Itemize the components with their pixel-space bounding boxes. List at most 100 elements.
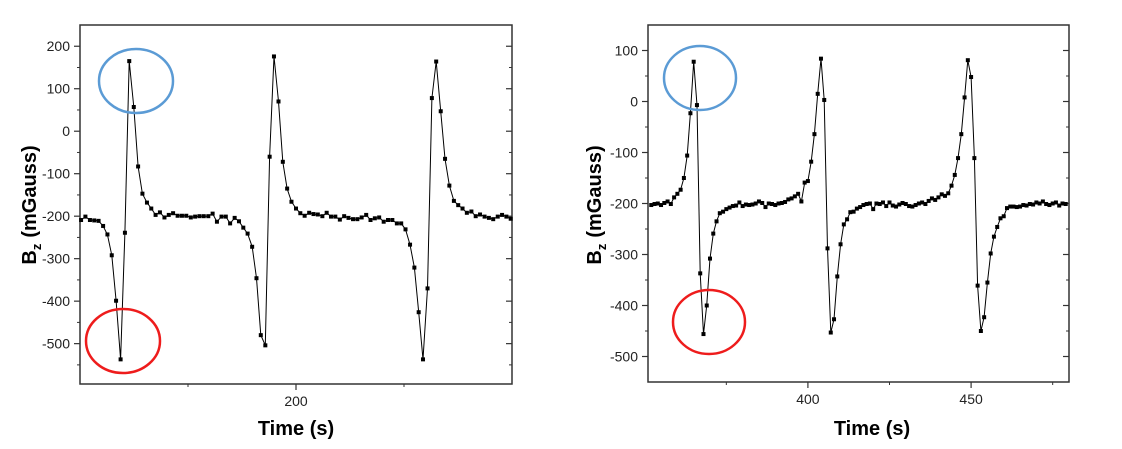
data-point: [926, 198, 931, 203]
data-point: [714, 219, 719, 224]
right-chart: Time (s) Bz (mGauss) 100 0 -100 -200 -300 -400…: [584, 24, 1070, 440]
y-tick-label: -400: [42, 293, 70, 309]
data-point: [685, 153, 690, 158]
plot-frame: [647, 24, 1070, 383]
data-point: [1034, 200, 1039, 205]
data-point: [753, 201, 758, 206]
data-point: [805, 179, 810, 184]
data-point: [473, 214, 478, 219]
data-point: [783, 199, 788, 204]
data-point: [328, 214, 333, 219]
data-point: [149, 206, 154, 211]
data-point: [451, 198, 456, 203]
y-title-main: B: [584, 250, 606, 264]
data-point: [219, 214, 224, 219]
data-point: [659, 203, 664, 208]
data-point: [416, 310, 421, 315]
data-point: [923, 202, 928, 207]
data-point: [456, 203, 461, 208]
data-point: [276, 99, 281, 104]
data-point: [913, 203, 918, 208]
data-point: [206, 214, 211, 219]
data-point: [324, 210, 329, 215]
data-point: [812, 132, 817, 137]
data-point: [1021, 203, 1026, 208]
data-point: [157, 210, 162, 215]
data-point: [841, 222, 846, 227]
data-point: [956, 156, 961, 161]
data-point: [743, 202, 748, 207]
data-point: [1018, 204, 1023, 209]
data-point: [1001, 214, 1006, 219]
data-point: [140, 191, 145, 196]
y-title-sub: z: [29, 243, 44, 250]
right-x-axis-title: Time (s): [834, 418, 910, 440]
data-point: [949, 183, 954, 188]
data-point: [355, 217, 360, 222]
data-point: [887, 200, 892, 205]
data-point: [825, 246, 830, 251]
data-point: [929, 196, 934, 201]
data-point: [333, 214, 338, 219]
y-title-unit: (mGauss): [19, 145, 41, 237]
data-point: [802, 180, 807, 185]
y-tick-label: -500: [42, 336, 70, 352]
y-tick-label: -500: [610, 349, 638, 365]
data-point: [250, 244, 255, 249]
data-point: [988, 251, 993, 256]
data-point: [434, 59, 439, 64]
data-point: [864, 202, 869, 207]
data-point: [884, 204, 889, 209]
data-point: [460, 206, 465, 211]
data-point: [959, 132, 964, 137]
data-point: [796, 191, 801, 196]
y-tick-label: -400: [610, 298, 638, 314]
data-point: [942, 193, 947, 198]
data-point: [835, 274, 840, 279]
data-point: [760, 200, 765, 205]
y-title-unit: (mGauss): [584, 145, 606, 237]
data-point: [1014, 205, 1019, 210]
data-point: [740, 204, 745, 209]
data-point: [495, 214, 500, 219]
data-point: [83, 214, 88, 219]
data-point: [675, 191, 680, 196]
data-point: [818, 56, 823, 61]
data-point: [779, 200, 784, 205]
data-point: [386, 218, 391, 223]
data-point: [678, 187, 683, 192]
data-point: [1004, 206, 1009, 211]
data-point: [694, 103, 699, 108]
data-point: [903, 202, 908, 207]
data-point: [854, 206, 859, 211]
data-point: [877, 202, 882, 207]
left-chart: Time (s) Bz (mGauss) 200 100 0 -100 -200 -300 -…: [19, 24, 513, 440]
data-point: [1050, 201, 1055, 206]
data-point: [105, 232, 110, 237]
data-point: [952, 172, 957, 177]
data-point: [910, 204, 915, 209]
data-point: [464, 210, 469, 215]
data-point: [717, 211, 722, 216]
data-point: [1057, 203, 1062, 208]
data-point: [193, 214, 198, 219]
data-point: [311, 212, 316, 217]
y-tick-label: 100: [615, 43, 639, 59]
data-point: [254, 276, 259, 281]
data-point: [799, 199, 804, 204]
data-point: [776, 201, 781, 206]
data-point: [429, 96, 434, 101]
right-y-axis-title: Bz (mGauss): [584, 145, 609, 264]
data-point: [965, 58, 970, 63]
data-point: [962, 95, 967, 100]
data-point: [175, 213, 180, 218]
data-point: [131, 104, 136, 109]
data-point: [144, 200, 149, 205]
data-point: [894, 204, 899, 209]
y-tick-label: -100: [610, 145, 638, 161]
data-point: [890, 203, 895, 208]
data-point: [289, 199, 294, 204]
data-point: [655, 201, 660, 206]
data-point: [832, 317, 837, 322]
data-point: [285, 186, 290, 191]
